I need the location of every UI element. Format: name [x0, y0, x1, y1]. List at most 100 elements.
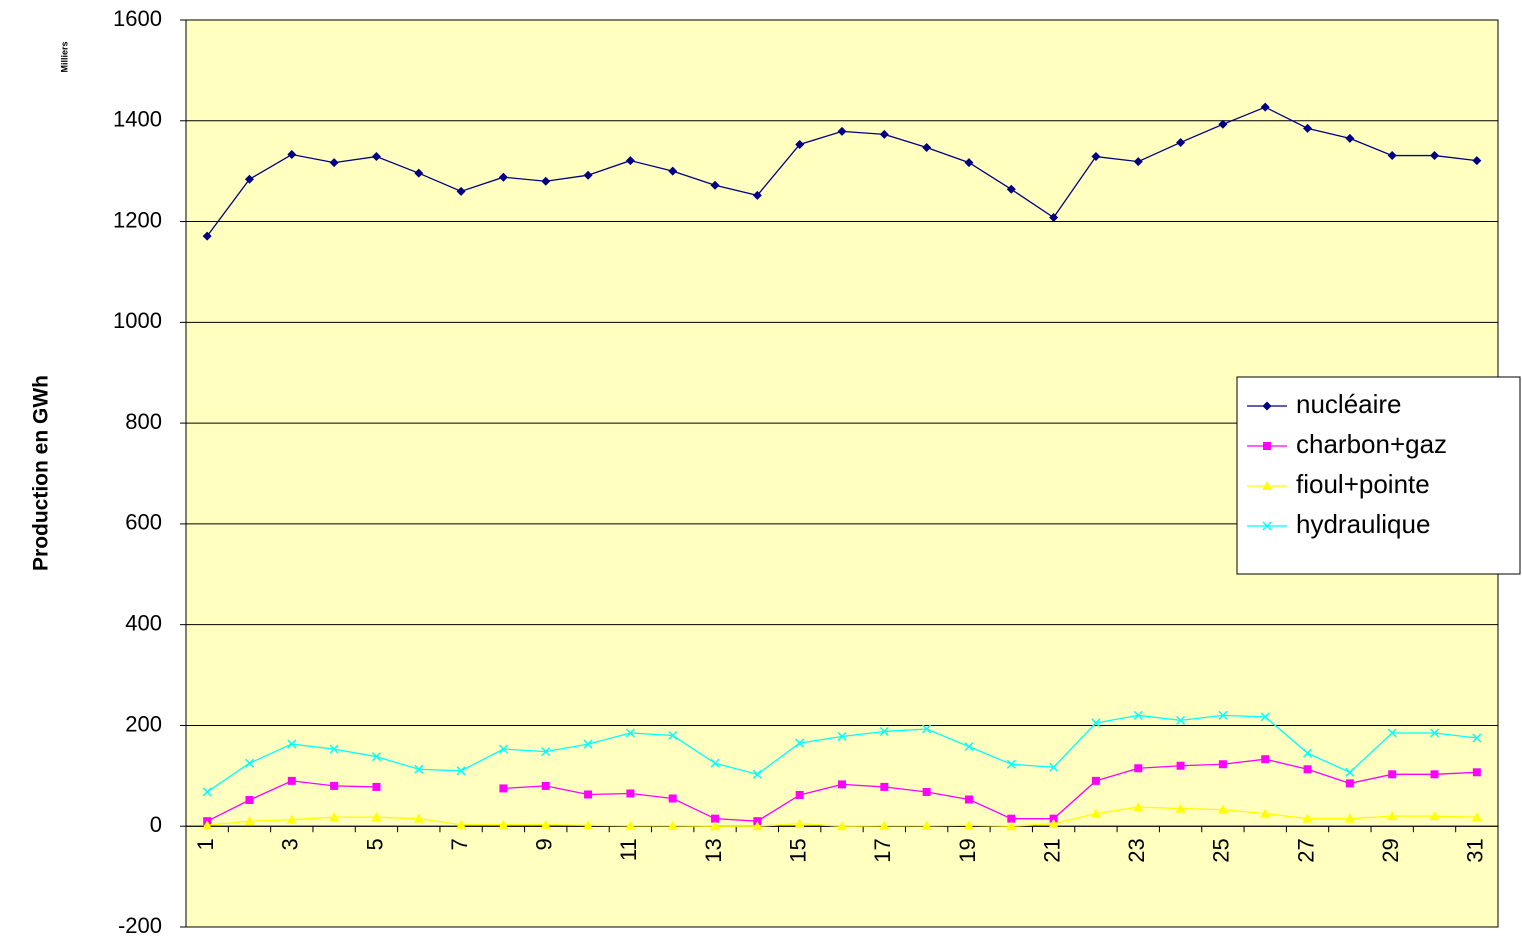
marker	[752, 190, 762, 200]
marker	[1133, 710, 1143, 720]
marker	[202, 231, 212, 241]
marker	[583, 170, 593, 180]
x-tick-label: 27	[1293, 838, 1318, 862]
marker	[1260, 102, 1270, 112]
marker	[1049, 213, 1059, 223]
marker	[329, 158, 339, 168]
x-tick-label: 11	[616, 838, 641, 861]
marker	[456, 186, 466, 196]
x-tick-label: 29	[1378, 838, 1403, 862]
marker	[1302, 813, 1313, 823]
marker	[329, 812, 340, 822]
marker	[837, 731, 847, 742]
marker	[710, 821, 721, 831]
marker	[1007, 814, 1016, 823]
marker	[711, 814, 720, 823]
x-tick-label: 17	[870, 838, 895, 862]
marker	[879, 129, 889, 139]
marker	[1260, 712, 1270, 722]
marker	[752, 769, 762, 779]
marker	[1218, 710, 1228, 720]
x-tick-label: 13	[701, 838, 726, 862]
marker	[287, 776, 296, 785]
legend-label: nucléaire	[1296, 389, 1402, 419]
marker	[202, 787, 212, 797]
marker	[329, 744, 339, 754]
marker	[1303, 765, 1312, 774]
marker	[498, 819, 509, 829]
marker	[1387, 728, 1397, 738]
marker	[964, 158, 974, 168]
marker	[1303, 748, 1313, 758]
marker	[287, 739, 297, 749]
legend-box	[1236, 376, 1521, 575]
marker	[922, 787, 931, 796]
marker	[1388, 770, 1397, 779]
marker	[710, 180, 720, 190]
marker	[540, 819, 551, 829]
marker	[963, 820, 974, 830]
marker	[1429, 728, 1440, 738]
marker	[371, 152, 381, 162]
marker	[1006, 759, 1016, 769]
marker	[1134, 764, 1143, 773]
marker	[710, 758, 720, 768]
marker	[922, 724, 932, 734]
legend-label: fioul+pointe	[1296, 469, 1430, 499]
marker	[794, 818, 805, 828]
marker	[625, 728, 635, 738]
marker	[1217, 804, 1228, 814]
x-tick-label: 25	[1209, 838, 1234, 862]
x-tick-label: 5	[362, 838, 387, 850]
marker	[583, 820, 594, 830]
marker	[795, 139, 805, 149]
marker	[541, 176, 551, 186]
marker	[372, 782, 381, 791]
marker	[667, 820, 678, 830]
x-tick-label: 15	[785, 838, 810, 862]
marker	[413, 813, 424, 823]
marker	[668, 730, 678, 741]
x-tick-label: 19	[955, 838, 980, 862]
marker	[837, 126, 847, 136]
marker	[668, 166, 678, 176]
marker	[1091, 776, 1100, 785]
marker	[1471, 812, 1482, 822]
marker	[1176, 715, 1186, 725]
marker	[1345, 133, 1355, 143]
marker	[879, 820, 890, 830]
marker	[1387, 811, 1398, 821]
marker	[1175, 803, 1186, 813]
marker	[330, 781, 339, 790]
marker	[1091, 718, 1101, 728]
marker	[1261, 755, 1270, 764]
marker	[1430, 151, 1440, 161]
marker	[795, 738, 805, 748]
marker	[753, 817, 762, 826]
y-tick-label: 1600	[113, 6, 162, 31]
marker	[498, 744, 508, 754]
marker	[1387, 151, 1397, 161]
unit-note: Milliers	[59, 41, 69, 72]
marker	[414, 764, 424, 774]
marker	[1263, 442, 1271, 450]
marker	[922, 142, 932, 152]
x-tick-label: 23	[1124, 838, 1149, 862]
marker	[1176, 761, 1185, 770]
marker	[921, 820, 932, 830]
legend-label: hydraulique	[1296, 509, 1430, 539]
y-tick-label: 1000	[113, 308, 162, 333]
marker	[286, 814, 297, 824]
y-tick-label: 400	[125, 610, 162, 635]
marker	[837, 821, 847, 831]
marker	[838, 780, 846, 789]
marker	[541, 781, 550, 790]
marker	[414, 168, 424, 178]
marker	[1472, 156, 1482, 166]
marker	[1176, 137, 1186, 147]
marker	[1090, 808, 1101, 818]
y-tick-label: 1400	[113, 107, 162, 132]
marker	[244, 174, 254, 184]
marker	[1345, 767, 1355, 777]
